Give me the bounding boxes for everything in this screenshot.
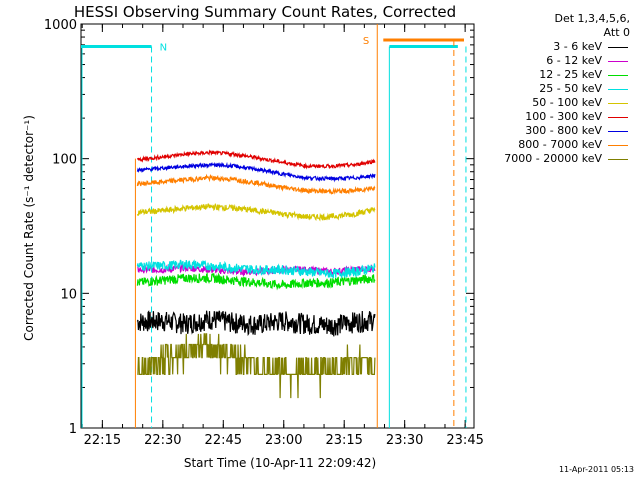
legend-entry: 800 - 7000 keV: [480, 138, 630, 152]
legend-entry: 6 - 12 keV: [480, 54, 630, 68]
x-tick-label: 22:15: [84, 433, 121, 448]
y-tick-label: 1000: [44, 18, 77, 33]
legend-swatch: [608, 103, 628, 104]
legend-entry: 100 - 300 keV: [480, 110, 630, 124]
legend-entry-label: 7000 - 20000 keV: [504, 152, 602, 165]
legend-swatch: [608, 47, 628, 48]
x-tick-label: 22:30: [144, 433, 181, 448]
series-line-6: [136, 161, 376, 183]
legend-entry: 12 - 25 keV: [480, 68, 630, 82]
x-tick-label: 23:45: [446, 433, 483, 448]
legend-swatch: [608, 61, 628, 62]
x-axis-label: Start Time (10-Apr-11 22:09:42): [184, 456, 376, 470]
legend-swatch: [608, 89, 628, 90]
series-line-4: [136, 203, 376, 222]
x-tick-label: 22:45: [205, 433, 242, 448]
legend-entry: 25 - 50 keV: [480, 82, 630, 96]
legend-entry-label: 12 - 25 keV: [539, 68, 602, 81]
y-tick-label: 100: [52, 153, 77, 168]
legend-entry-label: 25 - 50 keV: [539, 82, 602, 95]
legend: Det 1,3,4,5,6, Att 0 3 - 6 keV 6 - 12 keV…: [480, 12, 630, 166]
series-line-2: [136, 272, 376, 291]
plot-area: 1 10 100 1000 22:15 22:30 22:45 23:00 23:15 23:30…: [44, 18, 484, 448]
legend-swatch: [608, 145, 628, 146]
legend-swatch: [608, 159, 628, 160]
marker-label-s: S: [363, 36, 369, 47]
legend-entry: 300 - 800 keV: [480, 124, 630, 138]
legend-swatch: [608, 117, 628, 118]
y-tick-label: 1: [69, 422, 77, 437]
legend-entry-label: 100 - 300 keV: [525, 110, 602, 123]
x-tick-label: 23:30: [386, 433, 423, 448]
legend-entry-label: 300 - 800 keV: [525, 124, 602, 137]
series-line-3: [136, 259, 376, 279]
legend-entry: 50 - 100 keV: [480, 96, 630, 110]
series-line-7: [136, 173, 376, 195]
chart-title: HESSI Observing Summary Count Rates, Cor…: [74, 3, 456, 21]
legend-entry-label: 50 - 100 keV: [532, 96, 602, 109]
legend-header-attenuator: Att 0: [603, 26, 630, 39]
series-line-5: [136, 149, 376, 170]
plot-timestamp: 11-Apr-2011 05:13: [558, 465, 634, 474]
legend-entry-label: 3 - 6 keV: [553, 40, 602, 53]
x-tick-label: 23:00: [265, 433, 302, 448]
legend-entry-label: 6 - 12 keV: [546, 54, 602, 67]
legend-swatch: [608, 75, 628, 76]
legend-header-detectors: Det 1,3,4,5,6,: [554, 12, 630, 25]
marker-label-n: N: [160, 43, 167, 54]
series-line-8: [137, 333, 376, 399]
legend-entry: 3 - 6 keV: [480, 40, 630, 54]
legend-entries: 3 - 6 keV 6 - 12 keV 12 - 25 keV 25 - 50 ke…: [480, 40, 630, 166]
legend-entry-label: 800 - 7000 keV: [518, 138, 602, 151]
legend-swatch: [608, 131, 628, 132]
legend-entry: 7000 - 20000 keV: [480, 152, 630, 166]
axes-frame: [80, 23, 475, 429]
x-tick-label: 23:15: [325, 433, 362, 448]
series-line-0: [136, 310, 376, 337]
y-axis-label: Corrected Count Rate (s⁻¹ detector⁻¹): [22, 115, 36, 341]
y-tick-label: 10: [60, 287, 77, 302]
